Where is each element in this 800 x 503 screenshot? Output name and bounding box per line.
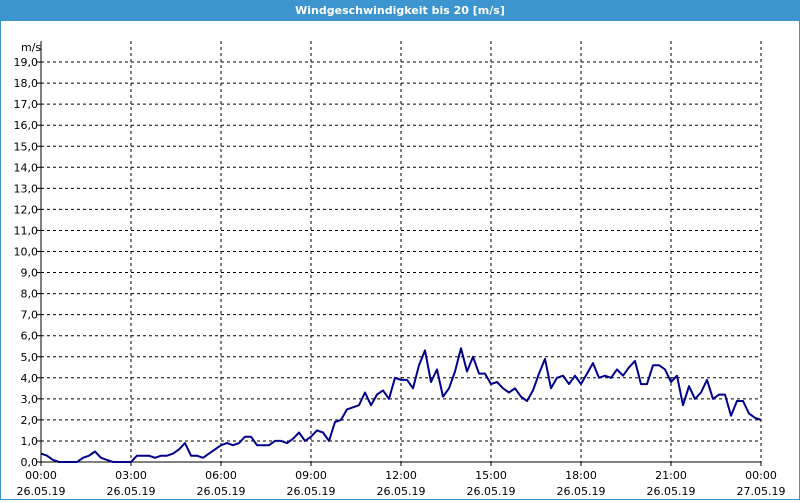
y-tick-label: 12,0 [14,203,39,216]
y-tick-label: 8,0 [21,288,39,301]
x-tick-date-label: 26.05.19 [107,485,156,498]
x-tick-time-label: 06:00 [205,469,237,482]
x-tick-date-label: 26.05.19 [197,485,246,498]
x-tick-date-label: 26.05.19 [17,485,66,498]
x-tick-time-label: 00:00 [745,469,777,482]
x-tick-time-label: 12:00 [385,469,417,482]
x-tick-time-label: 15:00 [475,469,507,482]
y-tick-label: 15,0 [14,140,39,153]
y-tick-label: 6,0 [21,330,39,343]
x-tick-date-label: 26.05.19 [287,485,336,498]
x-tick-time-label: 09:00 [295,469,327,482]
grid-lines [41,41,761,462]
x-tick-date-label: 27.05.19 [737,485,786,498]
x-tick-time-label: 18:00 [565,469,597,482]
y-tick-label: 13,0 [14,182,39,195]
y-tick-label: 10,0 [14,246,39,259]
y-tick-label: 16,0 [14,119,39,132]
x-tick-time-label: 03:00 [115,469,147,482]
y-tick-label: 9,0 [21,267,39,280]
y-tick-label: 14,0 [14,161,39,174]
y-tick-label: 1,0 [21,435,39,448]
y-tick-label: 11,0 [14,224,39,237]
chart-area: 0,0 1,0 2,0 3,0 4,0 5,0 6,0 7,0 8,0 9,0 10,0 11,0 12… [1,22,799,499]
x-tick-date-label: 26.05.19 [557,485,606,498]
x-tick-time-label: 21:00 [655,469,687,482]
x-tick-labels: 00:00 26.05.19 03:00 26.05.19 06:00 26.05.19 0… [17,469,786,498]
y-tick-label: 7,0 [21,309,39,322]
y-tick-label: 4,0 [21,372,39,385]
axes [37,41,762,466]
wind-speed-series-line [40,347,762,463]
y-tick-label: 5,0 [21,351,39,364]
x-tick-date-label: 26.05.19 [467,485,516,498]
y-tick-label: 18,0 [14,77,39,90]
window-title: Windgeschwindigkeit bis 20 [m/s] [1,1,799,21]
y-axis-unit-label: m/s [21,41,41,54]
x-tick-date-label: 26.05.19 [647,485,696,498]
x-tick-time-label: 00:00 [25,469,57,482]
y-tick-label: 3,0 [21,393,39,406]
x-tick-date-label: 26.05.19 [377,485,426,498]
y-tick-labels: 0,0 1,0 2,0 3,0 4,0 5,0 6,0 7,0 8,0 9,0 10,0 11,0 12… [14,56,39,469]
y-tick-label: 17,0 [14,98,39,111]
series-layer [40,347,762,463]
y-tick-label: 19,0 [14,56,39,69]
y-tick-label: 2,0 [21,414,39,427]
wind-speed-chart: 0,0 1,0 2,0 3,0 4,0 5,0 6,0 7,0 8,0 9,0 10,0 11,0 12… [14,41,786,498]
y-tick-label: 0,0 [21,456,39,469]
